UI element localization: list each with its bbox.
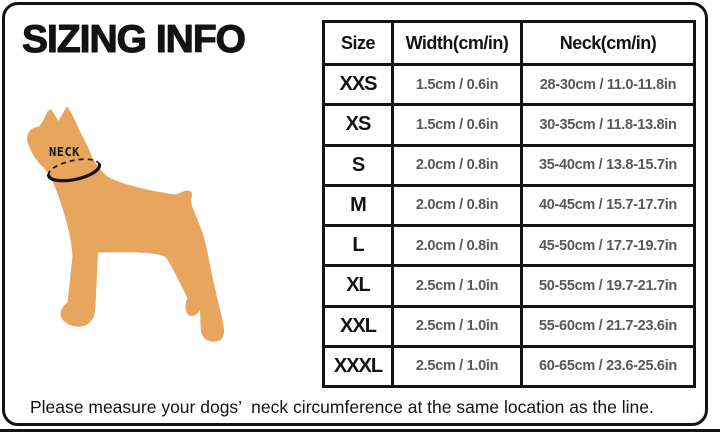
neck-cell-l: 45-50cm / 17.7-19.7in: [523, 227, 693, 265]
size-cell-xl: XL: [325, 267, 391, 305]
dog-neck-diagram: NECK: [27, 106, 225, 342]
neck-cell-s: 35-40cm / 13.8-15.7in: [523, 146, 693, 184]
size-cell-s: S: [325, 146, 391, 184]
width-cell-m: 2.0cm / 0.8in: [394, 186, 520, 224]
size-cell-xs: XS: [325, 106, 391, 144]
size-cell-xxs: XXS: [325, 66, 391, 104]
width-cell-xs: 1.5cm / 0.6in: [394, 106, 520, 144]
width-cell-l: 2.0cm / 0.8in: [394, 227, 520, 265]
dog-silhouette: [27, 106, 225, 342]
width-cell-xxl: 2.5cm / 1.0in: [394, 307, 520, 345]
column-header-neck: Neck(cm/in): [523, 23, 693, 63]
neck-cell-xxxl: 60-65cm / 23.6-25.6in: [523, 347, 693, 385]
neck-cell-m: 40-45cm / 15.7-17.7in: [523, 186, 693, 224]
neck-cell-xxs: 28-30cm / 11.0-11.8in: [523, 66, 693, 104]
size-cell-l: L: [325, 227, 391, 265]
rounded-border-frame: [2, 2, 708, 426]
width-cell-xxxl: 2.5cm / 1.0in: [394, 347, 520, 385]
collar-line-solid: [46, 162, 102, 183]
width-cell-xl: 2.5cm / 1.0in: [394, 267, 520, 305]
size-cell-xxxl: XXXL: [325, 347, 391, 385]
width-cell-xxs: 1.5cm / 0.6in: [394, 66, 520, 104]
neck-cell-xxl: 55-60cm / 21.7-23.6in: [523, 307, 693, 345]
neck-label: NECK: [49, 145, 80, 159]
bottom-edge-divider: [0, 429, 720, 432]
width-cell-s: 2.0cm / 0.8in: [394, 146, 520, 184]
measurement-note: Please measure your dogs’ neck circumfer…: [30, 397, 654, 417]
neck-cell-xs: 30-35cm / 11.8-13.8in: [523, 106, 693, 144]
column-header-width: Width(cm/in): [394, 23, 520, 63]
page-title: SIZING INFO: [21, 17, 246, 61]
collar-line-dashed: [47, 158, 101, 176]
neck-cell-xl: 50-55cm / 19.7-21.7in: [523, 267, 693, 305]
column-header-size: Size: [325, 23, 391, 63]
size-cell-m: M: [325, 186, 391, 224]
size-cell-xxl: XXL: [325, 307, 391, 345]
sizing-table: Size Width(cm/in) Neck(cm/in) XXS 1.5cm …: [322, 20, 696, 388]
